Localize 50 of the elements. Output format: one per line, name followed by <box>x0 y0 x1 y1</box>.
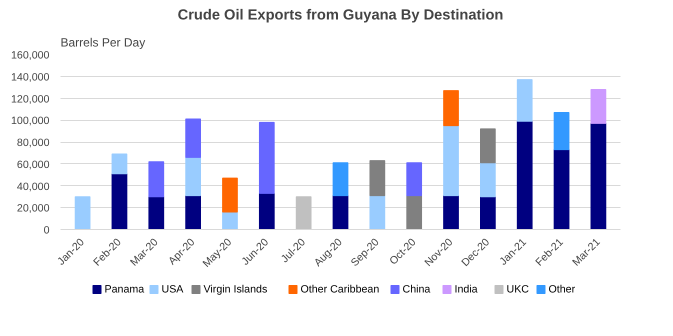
legend-label: Panama <box>104 284 144 296</box>
bar <box>185 195 201 230</box>
y-tick-label: 0 <box>44 224 50 236</box>
bar <box>148 161 164 198</box>
bar <box>222 178 238 212</box>
legend-label: Virgin Islands <box>204 284 268 296</box>
bar <box>406 162 422 196</box>
bar <box>516 79 533 122</box>
bar <box>443 90 459 126</box>
y-tick-label: 80,000 <box>16 137 50 149</box>
bar <box>480 162 496 198</box>
legend-label: Other Caribbean <box>300 284 380 296</box>
bar <box>369 195 386 230</box>
bar <box>222 212 238 230</box>
bar <box>112 154 128 174</box>
y-tick-label: 20,000 <box>16 202 50 215</box>
y-axis-title: Barrels Per Day <box>60 36 146 50</box>
bar <box>332 195 348 230</box>
bar <box>516 120 533 230</box>
y-tick-label: 120,000 <box>10 93 50 106</box>
bar <box>332 162 348 196</box>
bar <box>369 160 386 196</box>
bar <box>148 196 164 230</box>
bar <box>112 173 128 230</box>
bar <box>590 89 606 124</box>
legend-label: USA <box>162 284 184 296</box>
y-tick-label: 100,000 <box>10 115 50 128</box>
bar <box>480 196 496 230</box>
bar <box>74 196 90 230</box>
legend-label: China <box>402 284 430 296</box>
bar <box>258 192 275 230</box>
legend-label: UKC <box>506 284 530 296</box>
bar <box>296 196 312 230</box>
bar <box>185 156 201 196</box>
bar <box>480 128 496 164</box>
y-tick-label: 60,000 <box>16 158 50 171</box>
legend-label: Other <box>548 284 576 296</box>
y-tick-label: 160,000 <box>10 50 50 62</box>
bar <box>406 195 422 230</box>
bar <box>258 122 275 194</box>
bar <box>554 149 570 230</box>
legend-label: India <box>454 284 478 296</box>
y-tick-label: 140,000 <box>10 71 50 84</box>
bar <box>443 195 459 230</box>
bar <box>443 125 459 196</box>
y-tick-label: 40,000 <box>16 180 50 193</box>
bar <box>554 112 570 150</box>
bar <box>185 118 201 158</box>
bar <box>590 122 606 230</box>
chart-title: Crude Oil Exports from Guyana By Destination <box>178 8 504 24</box>
